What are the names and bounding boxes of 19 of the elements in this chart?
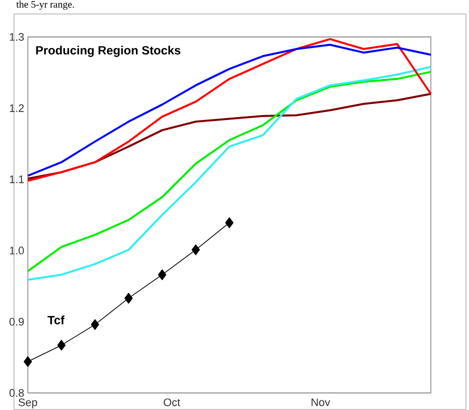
- point: [90, 319, 100, 330]
- y-tick-label: 1.1: [10, 176, 24, 184]
- x-tick-label: Nov: [312, 398, 330, 406]
- y-tick-label: 1.0: [10, 246, 24, 254]
- text: the 5-yr range.: [16, 0, 74, 10]
- point: [225, 217, 234, 228]
- point: [24, 356, 32, 367]
- y-tick-label: 1.3: [10, 33, 24, 41]
- y-tick-label: 0.9: [10, 318, 24, 326]
- y-tick-label: 1.2: [10, 104, 24, 112]
- x-tick-label: Oct: [164, 398, 180, 406]
- y-tick-label: 0.8: [10, 389, 24, 397]
- x-tick-label: Sep: [18, 398, 38, 408]
- point: [124, 292, 133, 304]
- point: [192, 244, 200, 256]
- point: [158, 269, 166, 280]
- point: [57, 340, 66, 351]
- annotation: Tcf: [48, 316, 65, 324]
- text: Producing Region Stocks: [36, 46, 180, 57]
